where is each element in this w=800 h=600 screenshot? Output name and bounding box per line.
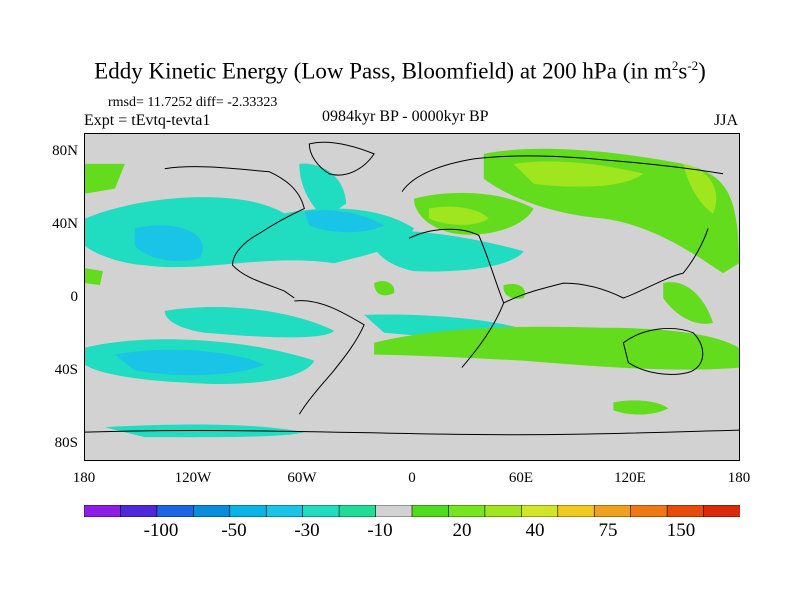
colorbar-label: -30 [294,520,320,541]
north-america-coast [164,166,305,299]
period-label: 0984kyr BP - 0000kyr BP [322,108,489,125]
lon-tick-60w: 60W [287,470,317,486]
strong-negative-regions [114,210,385,376]
colorbar-swatch [630,505,668,517]
colorbar-label: -100 [143,520,179,541]
colorbar-swatch [229,505,267,517]
colorbar-swatch [448,505,486,517]
experiment-label: Expt = tEvtq-tevta1 [84,112,211,129]
antarctica-coast [84,429,740,436]
lat-tick-40n: 40N [52,216,78,232]
lon-tick-120e: 120E [614,470,646,486]
eurasia-north-coast [401,155,724,192]
colorbar-label: 150 [666,520,696,541]
australia-coast [622,328,704,375]
strong-positive-regions [428,161,717,225]
coastlines [84,141,740,436]
colorbar-swatch [338,505,377,517]
colorbar-label: -50 [221,520,247,541]
colorbar-label: 75 [598,520,618,541]
lon-tick-0: 0 [408,470,416,486]
lat-tick-80s: 80S [54,435,78,451]
africa-coast [408,228,505,368]
colorbar-swatch [703,505,740,517]
plot-title: Eddy Kinetic Energy (Low Pass, Bloomfiel… [94,58,706,84]
colorbar-swatch [557,505,595,517]
map-panel [84,133,740,461]
south-america-coast [294,300,365,415]
colorbar-swatch [84,505,122,517]
colorbar-swatch [156,505,194,517]
map-svg [84,134,740,460]
colorbar-label: 20 [452,520,472,541]
lat-tick-80n: 80N [52,143,78,159]
lon-tick-60e: 60E [508,470,534,486]
stats-text: rmsd= 11.7252 diff= -2.33323 [108,95,278,110]
colorbar-swatch [265,505,304,517]
colorbar-swatch [193,505,231,517]
lon-tick-180w: 180 [72,470,96,486]
asia-south-coast [503,228,709,304]
colorbar-swatch [521,505,559,517]
lat-tick-0: 0 [70,289,79,305]
lat-tick-40s: 40S [54,362,78,378]
colorbar-swatch [302,505,340,517]
colorbar-swatch [411,505,450,517]
greenland-coast [308,141,375,176]
colorbar-swatch [484,505,522,517]
colorbar-label: -10 [367,520,393,541]
colorbar-swatch [666,505,705,517]
colorbar [84,505,740,517]
lon-tick-120w: 120W [174,470,212,486]
colorbar-label: 40 [525,520,545,541]
colorbar-swatch [593,505,632,517]
lon-tick-180e: 180 [727,470,751,486]
colorbar-swatch [375,505,413,517]
colorbar-swatch [120,505,158,517]
season-label: JJA [714,112,739,129]
